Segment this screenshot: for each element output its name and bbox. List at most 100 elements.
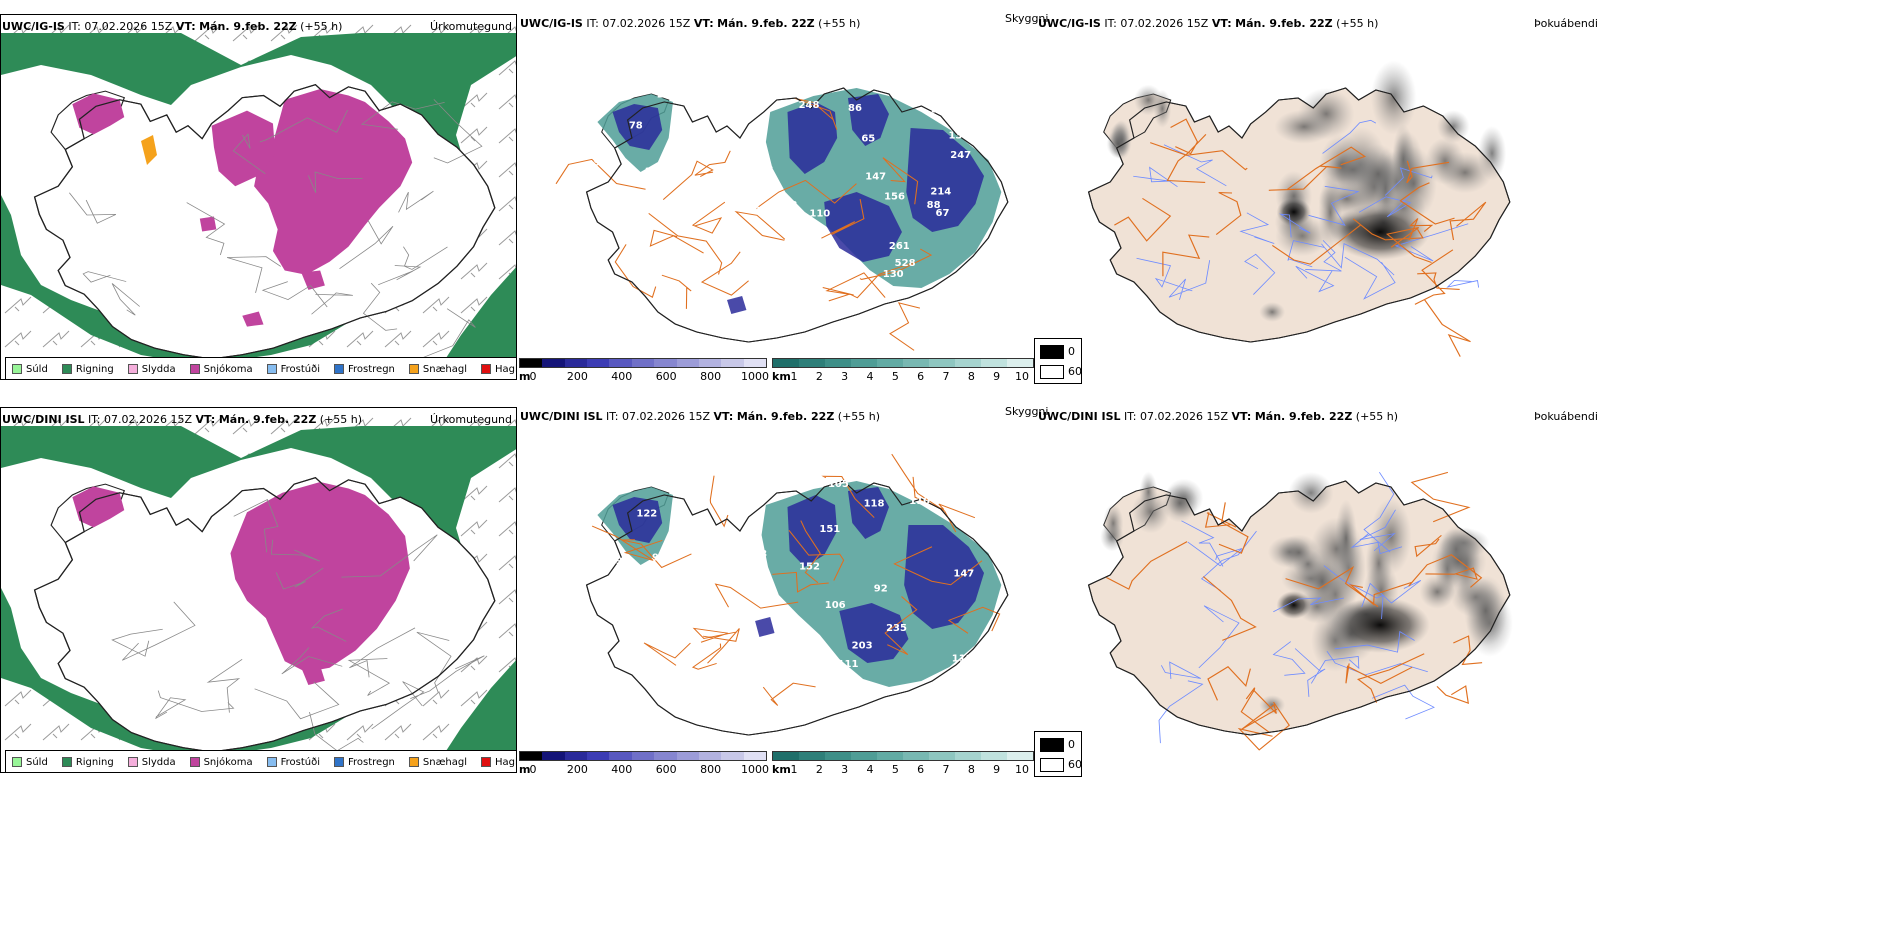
fog-legend-label: 60 [1068, 758, 1082, 771]
model-name: UWC/DINI ISL [1038, 410, 1121, 423]
scale-colorbar [519, 358, 767, 368]
fog-legend: 0 60 [1034, 731, 1082, 777]
legend-label: Snæhagl [422, 756, 468, 768]
fog-legend: 0 60 [1034, 338, 1082, 384]
cloud-value: 162 [806, 462, 827, 473]
model-name: UWC/IG-IS [1038, 17, 1101, 30]
cloud-value-labels: 1662371758385928278153969783123114111651… [591, 32, 971, 280]
precip-header: UWC/IG-IS IT: 07.02.2026 15Z VT: Mán. 9.… [2, 20, 342, 33]
cloud-value: 104 [590, 563, 611, 574]
precip-title: Úrkomutegund [430, 413, 512, 426]
scale-tick: 2 [815, 763, 823, 776]
fog-legend-swatch [1040, 345, 1064, 359]
scale-tick: 10 [1015, 370, 1029, 383]
scale-tick: 400 [611, 370, 633, 383]
legend-label: Rigning [75, 756, 114, 768]
cloud-header: UWC/DINI ISL IT: 07.02.2026 15Z VT: Mán.… [520, 410, 880, 423]
init-time: IT: 07.02.2026 15Z [586, 17, 691, 30]
cloud-value: 78 [629, 120, 643, 131]
cloud-value: 123 [921, 84, 942, 95]
scale-tick: 10 [1015, 763, 1029, 776]
cloud-value: 82 [663, 152, 677, 163]
cloud-value: 122 [636, 508, 657, 519]
fog-map-canvas [1087, 60, 1511, 357]
cloud-value: 136 [774, 258, 795, 269]
scale-tick: 600 [655, 763, 677, 776]
precip-legend-item: Frostregn [334, 364, 395, 375]
precip-legend-item: Snjókoma [189, 757, 253, 768]
valid-time: Mán. 9.feb. 22Z [199, 20, 297, 33]
cloud-value: 144 [775, 650, 796, 661]
legend-label: Frostregn [348, 363, 395, 375]
init-time: IT: 07.02.2026 15Z [1124, 410, 1229, 423]
precip-legend-item: Frostúði [266, 363, 320, 375]
cloud-value: 133 [948, 131, 969, 142]
precip-legend: Súld Rigning Slydda Snjókoma Frostúði Frostre… [5, 750, 516, 772]
cloud-value: 156 [884, 192, 905, 203]
legend-swatch [334, 364, 344, 374]
precip-map-canvas [1, 408, 516, 772]
fog-header: UWC/IG-IS IT: 07.02.2026 15Z VT: Mán. 9.… [1038, 17, 1378, 30]
cloud-value: 248 [799, 100, 820, 111]
fog-legend-swatch [1040, 758, 1064, 772]
valid-time: Mán. 9.feb. 22Z [218, 413, 317, 426]
legend-label: Súld [26, 363, 48, 375]
scale-tick: 1000 [741, 763, 769, 776]
scale-unit: km [772, 763, 791, 776]
scale-tick: 0 [529, 763, 537, 776]
cloud-title: Skyggni [1005, 405, 1049, 418]
scale-tick: 8 [967, 370, 975, 383]
scale-tick: 4 [866, 763, 874, 776]
scale-tick: 2 [815, 370, 823, 383]
cloud-value: 85 [730, 33, 744, 44]
cloud-value: 118 [952, 654, 973, 665]
cloud-value: 80 [745, 35, 759, 46]
forecast-row: Súld Rigning Slydda Snjókoma Frostúði Frostre… [0, 12, 1900, 392]
scale-tick: 600 [655, 370, 677, 383]
scale-tick: 200 [566, 370, 588, 383]
cloud-value: 92 [874, 583, 888, 594]
scale-tick: 7 [942, 763, 950, 776]
legend-swatch [189, 757, 200, 767]
cloud-header: UWC/IG-IS IT: 07.02.2026 15Z VT: Mán. 9.… [520, 17, 860, 30]
legend-swatch [408, 757, 419, 767]
legend-swatch [12, 364, 22, 374]
cloud-value: 96 [652, 552, 666, 563]
scale-colorbar [772, 751, 1034, 761]
scale-tick: 3 [841, 763, 849, 776]
scale-unit: m [519, 763, 531, 776]
cloud-base-map: UWC/DINI ISL IT: 07.02.2026 15Z VT: Mán.… [517, 405, 1048, 785]
init-time: IT: 07.02.2026 15Z [68, 20, 173, 33]
cloud-value: 186 [950, 428, 971, 439]
legend-swatch [481, 757, 492, 767]
cloud-thickness-scale: km 1 2 3 4 5 6 7 8 9 10 [772, 751, 1034, 777]
scale-tick: 6 [917, 763, 925, 776]
cloud-value: 105 [828, 479, 849, 490]
legend-label: Rigning [75, 363, 114, 375]
legend-swatch [481, 364, 492, 374]
legend-label: Frostúði [280, 756, 320, 768]
cloud-value: 93 [644, 458, 658, 469]
legend-swatch [408, 364, 419, 374]
model-name: UWC/DINI ISL [520, 410, 603, 423]
precip-legend-item: Súld [12, 364, 48, 375]
cloud-value: 108 [639, 567, 660, 578]
valid-time: Mán. 9.feb. 22Z [1254, 410, 1353, 423]
valid-label: VT: [1211, 17, 1232, 30]
valid-time: Mán. 9.feb. 22Z [717, 17, 815, 30]
legend-label: Snæhagl [422, 363, 468, 375]
cloud-value: 106 [825, 600, 846, 611]
lead-time: (+55 h) [818, 17, 861, 30]
precip-type-map: Súld Rigning Slydda Snjókoma Frostúði Frostre… [0, 407, 517, 773]
precip-legend-item: Rigning [61, 363, 114, 375]
cloud-value: 90 [729, 538, 743, 549]
legend-swatch [61, 364, 72, 374]
cloud-value: 237 [657, 90, 678, 101]
legend-label: Haglél [495, 363, 516, 375]
legend-label: Slydda [141, 363, 176, 375]
cloud-value: 247 [950, 150, 971, 161]
cloud-value: 467 [762, 651, 783, 662]
cloud-value: 88 [927, 200, 941, 211]
legend-label: Frostúði [280, 363, 320, 375]
scale-tick: 8 [967, 763, 975, 776]
